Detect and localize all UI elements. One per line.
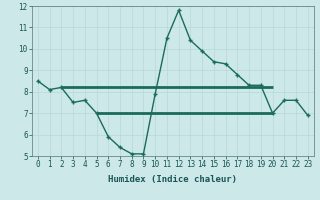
X-axis label: Humidex (Indice chaleur): Humidex (Indice chaleur): [108, 175, 237, 184]
